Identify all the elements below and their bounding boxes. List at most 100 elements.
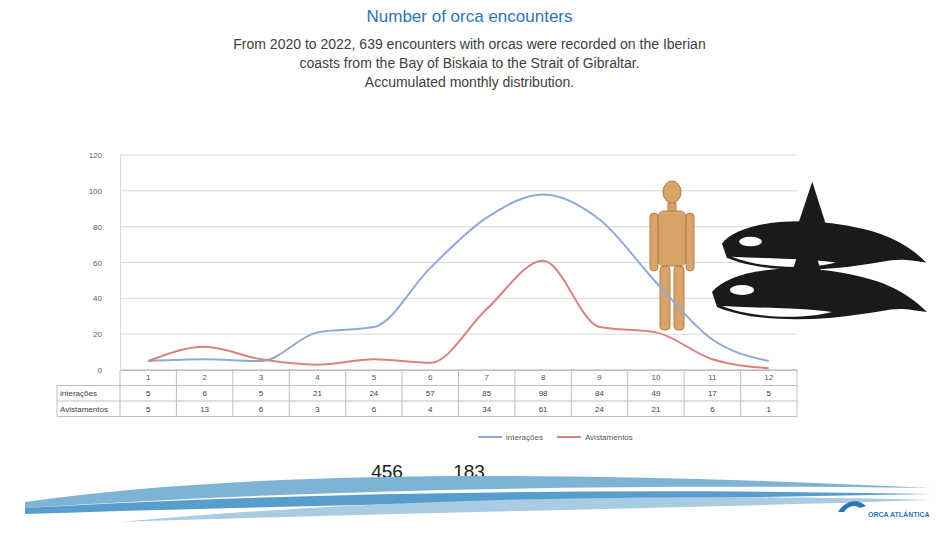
y-tick: 80 (93, 223, 120, 232)
tick-label: 3 (259, 373, 264, 382)
table-cell: 13 (200, 405, 209, 414)
title: Number of orca encounters (367, 7, 573, 26)
table-cell: 17 (708, 389, 717, 398)
y-tick: 60 (93, 259, 120, 268)
table-rule (232, 370, 233, 417)
table-rule (57, 401, 797, 402)
table-rule (740, 370, 741, 417)
y-axis: 0 20 40 60 80 100 120 (89, 151, 121, 375)
y-tick: 100 (89, 187, 120, 196)
grid-line (120, 226, 797, 227)
legend-swatch (478, 436, 502, 438)
tick-label: 7 (484, 373, 489, 382)
table-cell: 84 (595, 389, 604, 398)
orca (722, 182, 926, 270)
table-cell: 5 (259, 389, 264, 398)
series-lines (148, 194, 769, 368)
decoration (650, 181, 927, 330)
table-cell: 5 (767, 389, 772, 398)
tick-label: 100 (89, 187, 103, 196)
table-rule (120, 370, 121, 417)
chart-canvas: Number of orca encounters From 2020 to 20… (0, 0, 939, 534)
x-tick: 11 (708, 370, 717, 382)
y-tick: 120 (89, 151, 120, 160)
legend-label: interações (506, 433, 543, 442)
tick-label: 120 (89, 151, 103, 160)
axis-line (120, 156, 121, 371)
legend-swatch (557, 436, 581, 438)
y-tick: 20 (93, 330, 120, 339)
tick-label: 4 (315, 373, 320, 382)
tick-label: 5 (372, 373, 377, 382)
tick-label: 11 (708, 373, 717, 382)
table-cell: 21 (313, 389, 322, 398)
grid (120, 155, 797, 370)
table-rule (402, 370, 403, 417)
row-label: Avistamentos (60, 405, 108, 414)
table-cell: 6 (372, 405, 377, 414)
wave (25, 476, 930, 522)
y-tick: 0 (98, 366, 120, 375)
table-cell: 34 (482, 405, 491, 414)
table-cell: 5 (146, 405, 151, 414)
grid-line (120, 334, 797, 335)
table-rule (57, 416, 797, 417)
tick-label: 8 (541, 373, 546, 382)
table-cell: 24 (369, 389, 378, 398)
x-tick: 5 (372, 370, 377, 382)
table-cell: 5 (146, 389, 151, 398)
table-cell: 61 (539, 405, 548, 414)
table-rule (289, 370, 290, 417)
table-rule (684, 370, 685, 417)
table-rule (176, 370, 177, 417)
y-tick: 40 (93, 294, 120, 303)
table-cell: 6 (259, 405, 264, 414)
subtitle: Accumulated monthly distribution. (365, 74, 574, 90)
table-rule (458, 370, 459, 417)
grid-line (120, 298, 797, 299)
grid-line (120, 190, 797, 191)
table-rule (514, 370, 515, 417)
tick-label: 12 (764, 373, 773, 382)
tick-label: 0 (98, 366, 103, 375)
x-tick: 12 (764, 370, 773, 382)
table-cell: 98 (539, 389, 548, 398)
x-tick: 4 (315, 370, 320, 382)
legend-label: Avistamentos (585, 433, 633, 442)
mannequin (650, 181, 694, 330)
x-tick: 3 (259, 370, 264, 382)
legend: interações Avistamentos (478, 433, 633, 442)
table-rule (571, 370, 572, 417)
orca (712, 227, 927, 319)
subtitle: From 2020 to 2022, 639 encounters with o… (233, 36, 705, 52)
table-cell: 1 (767, 405, 772, 414)
subtitle: coasts from the Bay of Biskaia to the St… (299, 55, 639, 71)
x-tick: 10 (652, 370, 661, 382)
logo: ORCA ATLÁNTICA (838, 501, 930, 518)
x-tick: 2 (202, 370, 207, 382)
x-tick: 7 (484, 370, 489, 382)
table-cell: 3 (315, 405, 320, 414)
table-cell: 21 (652, 405, 661, 414)
tick-label: 10 (652, 373, 661, 382)
row-label: interações (60, 389, 97, 398)
tick-label: 80 (93, 223, 102, 232)
tick-label: 6 (428, 373, 433, 382)
table-rule (627, 370, 628, 417)
tick-label: 40 (93, 294, 102, 303)
series-line (148, 261, 769, 369)
grid-line (120, 262, 797, 263)
x-tick: 9 (597, 370, 602, 382)
table-rule (57, 385, 797, 386)
x-tick: 1 (146, 370, 151, 382)
table-cell: 6 (710, 405, 715, 414)
tick-label: 9 (597, 373, 602, 382)
table-rule (345, 370, 346, 417)
x-tick: 8 (541, 370, 546, 382)
x-tick: 6 (428, 370, 433, 382)
data-table: interações56521245785988449175Avistament… (57, 370, 797, 417)
logo-text: ORCA ATLÁNTICA (868, 510, 930, 518)
table-rule (57, 386, 58, 417)
table-cell: 4 (428, 405, 433, 414)
series-line (148, 194, 769, 361)
